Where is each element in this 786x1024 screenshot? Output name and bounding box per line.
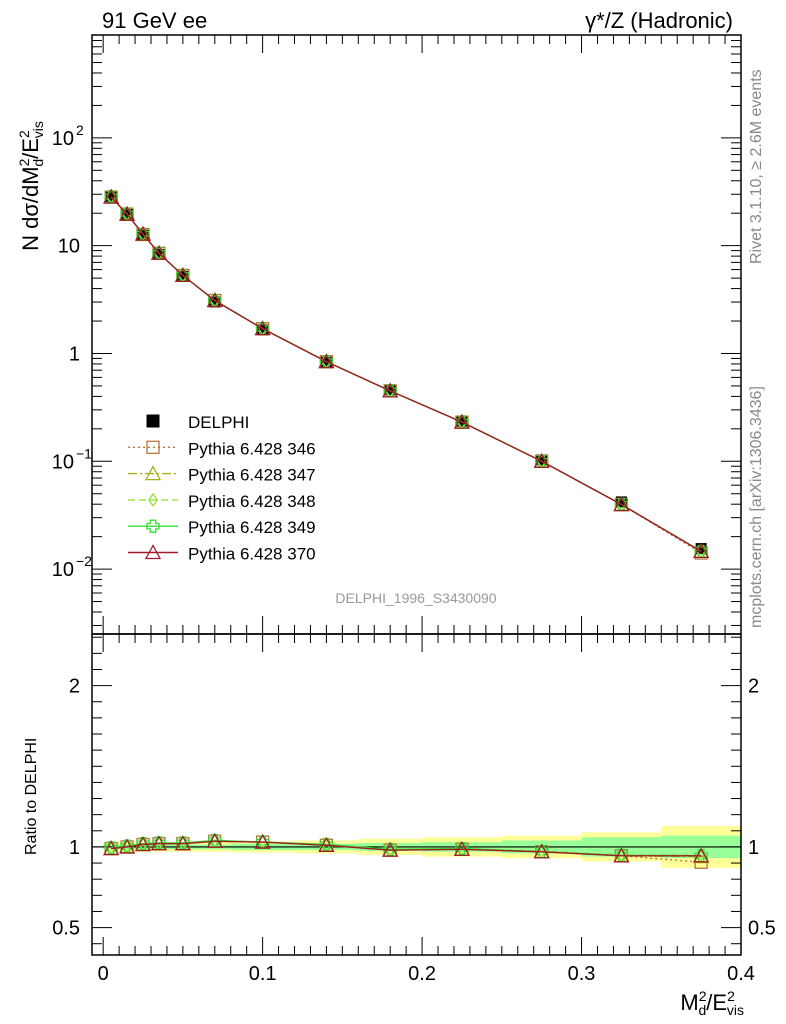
series-marker-ratio xyxy=(382,841,399,857)
series-marker-main xyxy=(318,353,335,369)
legend-marker xyxy=(148,492,158,508)
svg-text:M2d/E2vis: M2 d/E2 vis xyxy=(680,988,744,1018)
series-marker-main xyxy=(174,267,191,283)
ratio-y-axis-title: Ratio to DELPHI xyxy=(23,738,40,855)
y-tick-label-exponent: −2 xyxy=(76,553,92,569)
series-marker-ratio xyxy=(134,836,152,852)
ratio-series xyxy=(103,832,710,869)
series-marker-main xyxy=(533,452,550,468)
header-right: γ*/Z (Hadronic) xyxy=(585,8,733,33)
series-marker-ratio xyxy=(613,847,630,863)
y-tick-label-ratio-right: 2 xyxy=(748,676,759,698)
header-left: 91 GeV ee xyxy=(102,8,207,33)
series-marker-ratio xyxy=(120,839,134,853)
y-tick-label-exponent: −1 xyxy=(76,445,92,461)
series-marker-ratio xyxy=(533,843,550,859)
series-marker-ratio xyxy=(383,842,397,856)
y-tick-label-ratio-right: 1 xyxy=(748,837,759,859)
svg-text:N dσ/dM2d/E2vis: N dσ/dM2d/E2vis xyxy=(16,121,46,251)
series-marker-ratio xyxy=(176,836,190,850)
rivet-version-label: Rivet 3.1.10, ≥ 2.6M events xyxy=(748,69,765,264)
series-marker-ratio xyxy=(103,840,120,856)
ratio-plot-frame xyxy=(91,633,742,956)
legend: DELPHI Pythia 6.428 346 Pythia 6.428 347 Py… xyxy=(128,413,316,564)
series-marker-ratio xyxy=(174,835,191,851)
series-marker-ratio xyxy=(455,841,469,856)
x-tick-label: 0.3 xyxy=(568,963,596,985)
series-marker-ratio xyxy=(318,836,335,852)
legend-marker-delphi xyxy=(146,414,160,428)
series-marker-ratio xyxy=(152,836,166,850)
series-marker-main xyxy=(453,413,471,429)
legend-marker xyxy=(144,465,162,481)
y-tick-label-main: 10 xyxy=(52,559,74,581)
y-tick-label-main: 10 xyxy=(52,451,74,473)
legend-label: Pythia 6.428 347 xyxy=(188,466,316,485)
series-marker-ratio xyxy=(453,840,471,856)
legend-label: Pythia 6.428 348 xyxy=(188,492,316,511)
series-line-main xyxy=(110,196,702,552)
series-marker-ratio xyxy=(136,837,150,851)
legend-label: Pythia 6.428 349 xyxy=(188,518,316,537)
series-marker-main xyxy=(103,188,120,204)
legend-marker xyxy=(146,519,160,533)
y-tick-label-ratio: 1 xyxy=(69,837,80,859)
x-tick-label: 0.4 xyxy=(727,963,755,985)
series-marker-main xyxy=(134,225,152,241)
series-line-ratio xyxy=(111,839,702,856)
x-tick-label: 0 xyxy=(98,963,109,985)
legend-marker xyxy=(146,440,160,454)
y-tick-label-main: 1 xyxy=(69,343,80,365)
series-marker-main xyxy=(382,382,399,398)
main-y-axis-title: N dσ/dM2d/E2vis xyxy=(16,121,46,251)
series-line-ratio xyxy=(111,840,702,857)
x-tick-label: 0.2 xyxy=(408,963,436,985)
legend-marker xyxy=(144,544,162,560)
x-axis-title: M2 d/E2 vis xyxy=(680,988,744,1018)
y-tick-label-ratio: 2 xyxy=(69,676,80,698)
series-marker-main xyxy=(118,205,136,221)
legend-label-delphi: DELPHI xyxy=(188,413,249,432)
x-tick-label: 0.1 xyxy=(249,963,277,985)
series-marker-ratio xyxy=(208,833,222,848)
series-marker-ratio xyxy=(319,837,334,852)
y-tick-label-exponent: 2 xyxy=(76,122,84,138)
series-marker-ratio xyxy=(206,832,223,848)
series-marker-main xyxy=(693,543,710,559)
y-tick-label-main: 10 xyxy=(58,236,80,258)
y-tick-label-ratio: 0.5 xyxy=(52,918,80,940)
analysis-watermark: DELPHI_1996_S3430090 xyxy=(335,590,496,606)
series-marker-ratio xyxy=(693,847,710,863)
series-marker-main xyxy=(206,292,223,308)
y-tick-label-ratio-right: 0.5 xyxy=(748,918,776,940)
legend-label: Pythia 6.428 346 xyxy=(188,439,316,458)
series-marker-ratio xyxy=(254,833,271,849)
main-series xyxy=(103,188,710,560)
legend-label: Pythia 6.428 370 xyxy=(188,545,316,564)
series-marker-ratio xyxy=(150,835,168,851)
series-marker-main xyxy=(150,244,168,260)
series-marker-ratio xyxy=(104,841,118,855)
series-marker-ratio xyxy=(118,838,136,854)
series-marker-main xyxy=(613,496,630,512)
axes-ticks xyxy=(92,34,742,955)
mcplots-label: mcplots.cern.ch [arXiv:1306.3436] xyxy=(748,386,765,628)
y-tick-label-main: 10 xyxy=(52,128,74,150)
series-marker-main xyxy=(254,320,271,336)
